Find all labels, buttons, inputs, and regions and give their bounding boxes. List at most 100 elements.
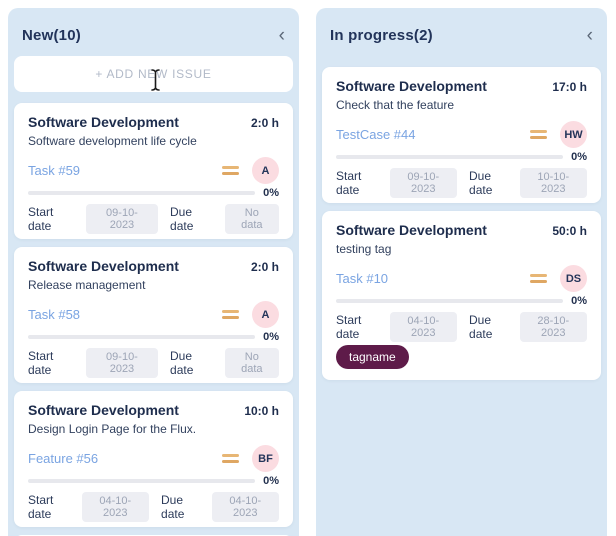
collapse-column-button[interactable]: ‹ (585, 26, 595, 45)
estimated-hours: 17:0 h (552, 80, 587, 94)
start-date-field[interactable]: 09-10-2023 (85, 203, 159, 234)
tag-row: tagname (336, 345, 587, 369)
dates-row: Start date 09-10-2023 Due date No data (28, 203, 279, 234)
due-date-field[interactable]: 28-10-2023 (519, 311, 587, 342)
issue-link-row: Task #10 DS (336, 265, 587, 292)
issue-card[interactable]: Software Development 17:0 h Check that t… (322, 67, 601, 203)
column-new: New(10) ‹ + ADD NEW ISSUE Software Devel… (8, 8, 299, 536)
project-title: Software Development (28, 114, 179, 130)
column-in-progress-count: (2) (413, 26, 433, 44)
progress-percent: 0% (263, 187, 279, 199)
issue-description: Check that the feature (336, 98, 455, 112)
start-date-field[interactable]: 04-10-2023 (389, 311, 458, 342)
estimated-hours: 50:0 h (552, 224, 587, 238)
issue-link[interactable]: Task #58 (28, 307, 81, 322)
priority-icon (530, 130, 547, 139)
due-date-label: Due date (161, 492, 185, 521)
progress-row: 0% (28, 475, 279, 487)
progress-bar (28, 191, 256, 195)
add-new-issue-button[interactable]: + ADD NEW ISSUE (14, 56, 293, 92)
tag-badge: tagname (336, 345, 409, 369)
start-date-field[interactable]: 09-10-2023 (389, 167, 458, 198)
estimated-hours: 2:0 h (250, 260, 279, 274)
issue-link-row: Task #58 A (28, 301, 279, 328)
card-head: Software Development 10:0 h (28, 402, 279, 419)
issue-link[interactable]: Task #10 (336, 271, 389, 286)
project-title: Software Development (28, 258, 179, 274)
dates-row: Start date 04-10-2023 Due date 28-10-202… (336, 311, 587, 342)
start-date-field[interactable]: 09-10-2023 (85, 347, 159, 378)
progress-bar (336, 155, 564, 159)
progress-row: 0% (28, 187, 279, 199)
issue-link-row: Task #59 A (28, 157, 279, 184)
issue-link[interactable]: Task #59 (28, 163, 81, 178)
project-title: Software Development (28, 402, 179, 418)
dates-row: Start date 09-10-2023 Due date 10-10-202… (336, 167, 587, 198)
chevron-left-icon: ‹ (586, 24, 593, 46)
project-title: Software Development (336, 78, 487, 94)
start-date-label: Start date (28, 204, 54, 233)
assignee-avatar: HW (560, 121, 587, 148)
estimated-hours: 2:0 h (250, 116, 279, 130)
issue-description: Software development life cycle (28, 134, 197, 148)
column-in-progress-header: In progress(2) ‹ (322, 14, 601, 54)
progress-row: 0% (28, 331, 279, 343)
card-head: Software Development 50:0 h (336, 222, 587, 239)
issue-link[interactable]: Feature #56 (28, 451, 99, 466)
start-date-label: Start date (28, 348, 54, 377)
due-date-label: Due date (170, 204, 194, 233)
progress-row: 0% (336, 295, 587, 307)
assignee-avatar: BF (252, 445, 279, 472)
assignee-avatar: A (252, 157, 279, 184)
issue-description: testing tag (336, 242, 392, 256)
start-date-field[interactable]: 04-10-2023 (81, 491, 150, 522)
priority-icon (222, 166, 239, 175)
column-in-progress-title: In progress(2) (330, 27, 433, 44)
issue-card[interactable]: Software Development 50:0 h testing tag … (322, 211, 601, 380)
priority-icon (530, 274, 547, 283)
column-new-count: (10) (53, 26, 81, 44)
due-date-label: Due date (469, 168, 493, 197)
assignee-avatar: DS (560, 265, 587, 292)
column-new-title: New(10) (22, 27, 81, 44)
due-date-field[interactable]: 10-10-2023 (519, 167, 587, 198)
issue-description: Design Login Page for the Flux. (28, 422, 197, 436)
issue-card[interactable]: Software Development 2:0 h Release manag… (14, 247, 293, 383)
start-date-label: Start date (336, 312, 362, 341)
start-date-label: Start date (336, 168, 362, 197)
card-head: Software Development 17:0 h (336, 78, 587, 95)
start-date-label: Start date (28, 492, 54, 521)
progress-bar (336, 299, 564, 303)
column-in-progress: In progress(2) ‹ Software Development 17… (316, 8, 607, 536)
issue-card[interactable]: Software Development 10:0 h Design Login… (14, 391, 293, 527)
progress-percent: 0% (571, 151, 587, 163)
due-date-field[interactable]: 04-10-2023 (211, 491, 279, 522)
issue-description: Release management (28, 278, 146, 292)
project-title: Software Development (336, 222, 487, 238)
column-new-name: New (22, 26, 54, 44)
due-date-label: Due date (469, 312, 493, 341)
priority-icon (222, 310, 239, 319)
due-date-label: Due date (170, 348, 194, 377)
column-new-header: New(10) ‹ (14, 14, 293, 54)
issue-card[interactable]: Software Development 2:0 h Software deve… (14, 103, 293, 239)
due-date-field[interactable]: No data (224, 203, 279, 234)
progress-percent: 0% (263, 475, 279, 487)
progress-row: 0% (336, 151, 587, 163)
due-date-field[interactable]: No data (224, 347, 279, 378)
dates-row: Start date 09-10-2023 Due date No data (28, 347, 279, 378)
priority-icon (222, 454, 239, 463)
column-in-progress-name: In progress (330, 26, 414, 44)
issue-link-row: TestCase #44 HW (336, 121, 587, 148)
issue-link[interactable]: TestCase #44 (336, 127, 416, 142)
dates-row: Start date 04-10-2023 Due date 04-10-202… (28, 491, 279, 522)
collapse-column-button[interactable]: ‹ (277, 26, 287, 45)
progress-bar (28, 479, 256, 483)
progress-percent: 0% (263, 331, 279, 343)
card-head: Software Development 2:0 h (28, 114, 279, 131)
assignee-avatar: A (252, 301, 279, 328)
issue-link-row: Feature #56 BF (28, 445, 279, 472)
card-head: Software Development 2:0 h (28, 258, 279, 275)
chevron-left-icon: ‹ (278, 24, 285, 46)
